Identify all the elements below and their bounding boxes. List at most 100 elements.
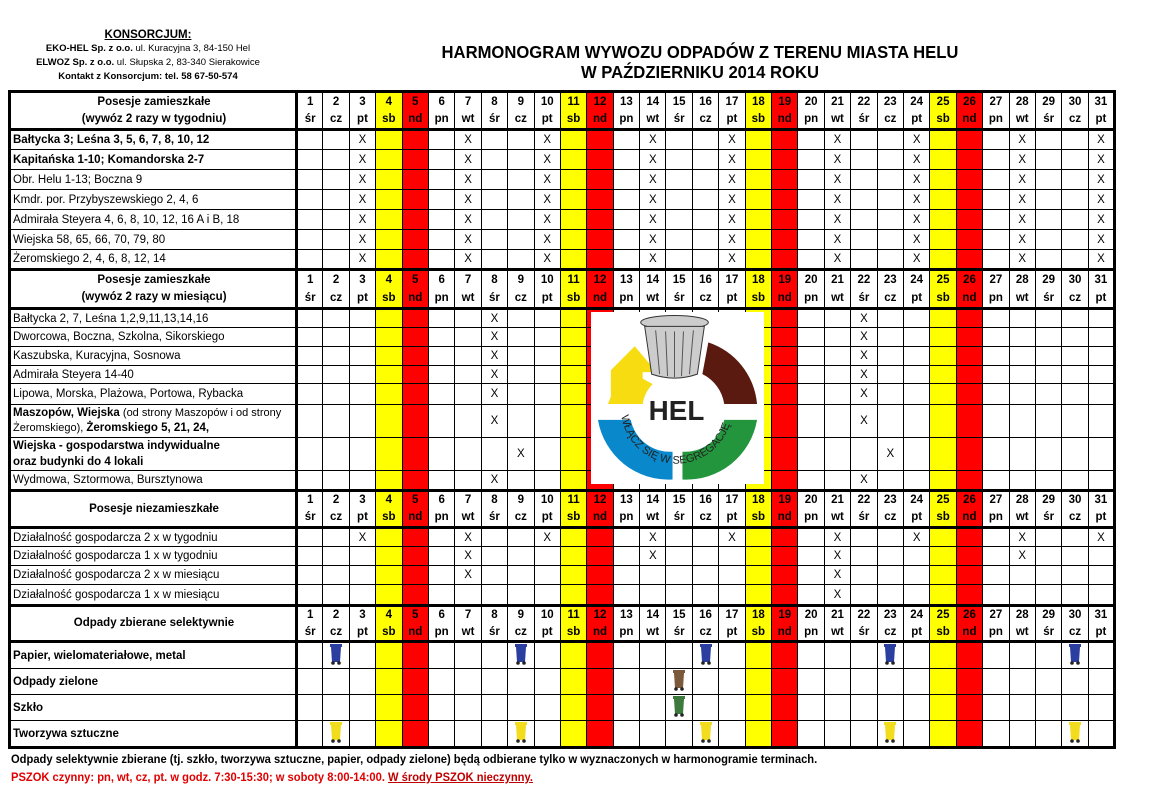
weekday-label: śr: [480, 110, 509, 130]
day-number: 18: [744, 91, 773, 111]
empty-cell: [348, 640, 377, 669]
empty-cell: [902, 327, 931, 347]
pickup-mark: X: [823, 526, 852, 547]
empty-cell: [902, 404, 931, 438]
day-number: 4: [375, 268, 403, 289]
empty-cell: [507, 470, 535, 491]
empty-cell: [771, 383, 799, 405]
day-number: 20: [797, 91, 825, 111]
schedule-row: Maszopów, Wiejska (od strony Maszopów i …: [9, 404, 1116, 438]
day-number: 6: [427, 489, 456, 509]
empty-cell: [744, 584, 773, 606]
empty-cell: [982, 346, 1010, 366]
empty-cell: [982, 128, 1010, 150]
empty-cell: [533, 365, 561, 384]
pickup-mark: X: [902, 526, 931, 547]
empty-cell: [427, 365, 456, 384]
empty-cell: [876, 229, 904, 250]
empty-cell: [533, 470, 561, 491]
empty-cell: [955, 209, 984, 230]
empty-cell: [929, 437, 957, 471]
empty-cell: [348, 668, 377, 695]
empty-cell: [559, 209, 588, 230]
empty-cell: [982, 437, 1010, 471]
pickup-mark: X: [1087, 249, 1116, 270]
pickup-mark: X: [902, 189, 931, 210]
weekday-label: wt: [1008, 623, 1036, 642]
empty-cell: [533, 640, 561, 669]
empty-cell: [295, 668, 324, 695]
empty-cell: [1008, 668, 1036, 695]
empty-cell: [1061, 307, 1089, 328]
empty-cell: [322, 584, 350, 606]
weekday-label: pn: [427, 110, 456, 130]
pickup-mark: X: [1008, 128, 1036, 150]
empty-cell: [322, 169, 350, 190]
day-number: 15: [665, 489, 693, 509]
empty-cell: [902, 640, 931, 669]
empty-cell: [797, 327, 825, 347]
bin-icon: [691, 640, 720, 669]
empty-cell: [322, 404, 350, 438]
empty-cell: [797, 189, 825, 210]
pickup-mark: X: [454, 149, 482, 170]
selective-collection-note: Odpady selektywnie zbierane (tj. szkło, …: [11, 752, 818, 766]
empty-cell: [955, 526, 984, 547]
day-number: 31: [1087, 91, 1116, 111]
empty-cell: [929, 640, 957, 669]
weekday-label: wt: [823, 288, 852, 309]
bin-icon: [1061, 640, 1089, 669]
empty-cell: [533, 565, 561, 585]
empty-cell: [876, 694, 904, 721]
empty-cell: [480, 149, 509, 170]
empty-cell: [507, 668, 535, 695]
weekday-label: wt: [1008, 508, 1036, 528]
empty-cell: [1087, 668, 1116, 695]
empty-cell: [612, 249, 641, 270]
empty-cell: [375, 668, 403, 695]
pickup-mark: X: [348, 209, 377, 230]
empty-cell: [929, 383, 957, 405]
empty-cell: [322, 128, 350, 150]
pickup-mark: X: [454, 169, 482, 190]
empty-cell: [982, 327, 1010, 347]
schedule-row: Szkło: [9, 694, 1116, 721]
empty-cell: [744, 640, 773, 669]
weekday-label: wt: [454, 508, 482, 528]
empty-cell: [718, 668, 746, 695]
empty-cell: [612, 169, 641, 190]
empty-cell: [771, 437, 799, 471]
pickup-mark: X: [480, 307, 509, 328]
day-number: 22: [850, 91, 878, 111]
empty-cell: [771, 365, 799, 384]
pickup-mark: X: [533, 249, 561, 270]
empty-cell: [982, 249, 1010, 270]
day-number: 7: [454, 489, 482, 509]
schedule-row: Admirała Steyera 14-40 X X: [9, 365, 1116, 384]
empty-cell: [1061, 437, 1089, 471]
empty-cell: [955, 229, 984, 250]
pickup-mark: X: [850, 346, 878, 366]
empty-cell: [454, 346, 482, 366]
empty-cell: [586, 229, 614, 250]
weekday-label: pt: [902, 288, 931, 309]
empty-cell: [507, 546, 535, 566]
empty-cell: [322, 307, 350, 328]
weekday-label: cz: [876, 508, 904, 528]
empty-cell: [876, 584, 904, 606]
empty-cell: [771, 470, 799, 491]
pickup-mark: X: [639, 189, 667, 210]
empty-cell: [480, 584, 509, 606]
empty-cell: [401, 565, 429, 585]
pickup-mark: X: [850, 383, 878, 405]
day-number: 11: [559, 604, 588, 624]
weekday-label: śr: [295, 288, 324, 309]
weekday-label: sb: [375, 110, 403, 130]
empty-cell: [348, 470, 377, 491]
empty-cell: [401, 526, 429, 547]
empty-cell: [375, 640, 403, 669]
empty-cell: [322, 249, 350, 270]
row-label: Działalność gospodarcza 1 x w miesiącu: [9, 584, 298, 606]
empty-cell: [955, 694, 984, 721]
day-number: 30: [1061, 604, 1089, 624]
